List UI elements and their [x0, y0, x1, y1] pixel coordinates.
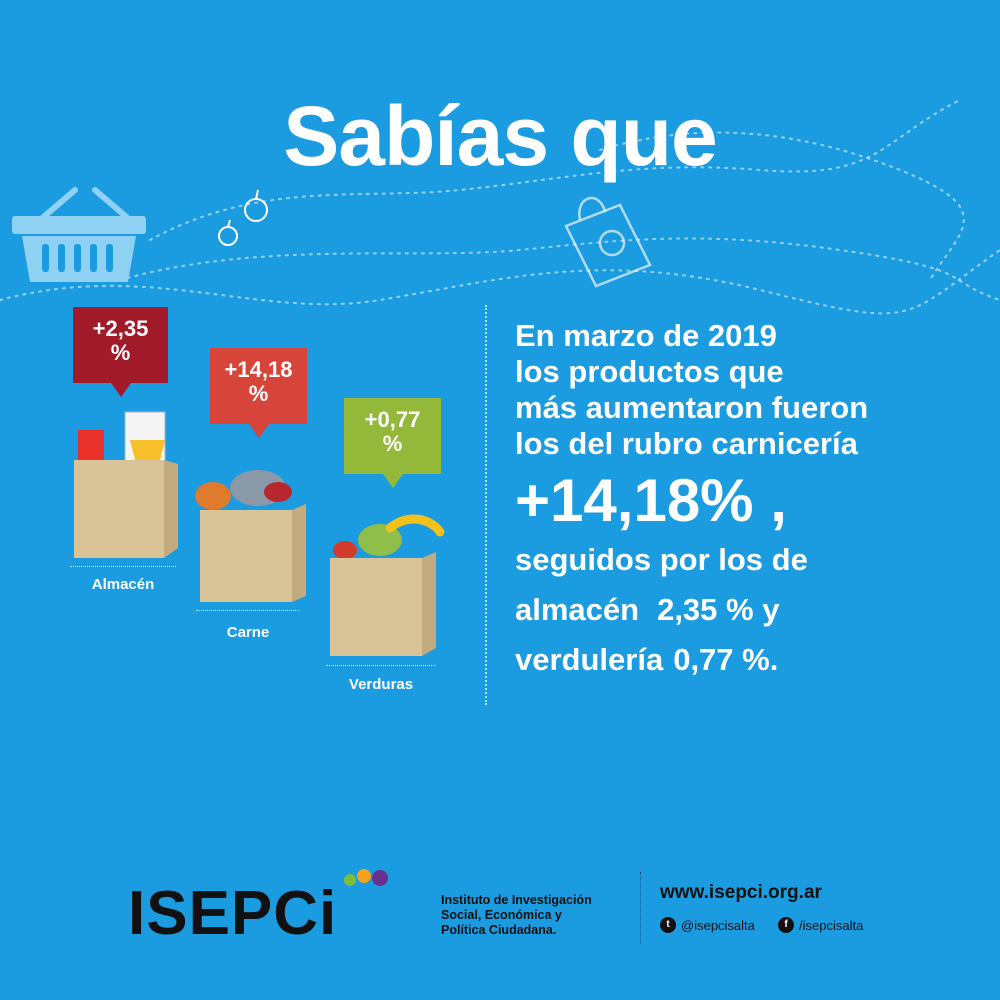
- text-line-7-label: verdulería: [515, 642, 664, 677]
- bag-almacen-line: [70, 566, 176, 567]
- text-line-5: seguidos por los de: [515, 542, 808, 577]
- twitter-link[interactable]: t @isepcisalta: [660, 917, 755, 933]
- facebook-handle: /isepcisalta: [799, 917, 864, 933]
- badge-verduras: +0,77 %: [344, 398, 441, 488]
- institute-name: Instituto de Investigación Social, Econó…: [441, 893, 631, 938]
- bag-almacen: [74, 411, 178, 558]
- highlight-value: +14,18% ,: [515, 467, 787, 534]
- page-title: Sabías que: [283, 89, 718, 183]
- badge-carne: +14,18 %: [210, 348, 307, 438]
- text-line-6: almacén 2,35 % y: [515, 592, 985, 628]
- institute-line-2: Social, Económica y: [441, 908, 562, 922]
- badge-verduras-value: +0,77: [364, 407, 421, 432]
- text-line-2: los productos que: [515, 354, 784, 389]
- twitter-handle: @isepcisalta: [681, 917, 755, 933]
- text-line-7-value: 0,77 %.: [673, 642, 779, 677]
- vertical-divider: [485, 305, 487, 705]
- website-link[interactable]: www.isepci.org.ar: [660, 882, 822, 903]
- facebook-icon: f: [778, 917, 794, 933]
- badge-carne-unit: %: [248, 381, 269, 406]
- apple-icon: [218, 189, 268, 246]
- badge-almacen-value: +2,35: [92, 316, 149, 341]
- text-line-1: En marzo de 2019: [515, 318, 777, 353]
- logo-dots: [344, 869, 388, 886]
- bag-carne-label: Carne: [226, 624, 270, 641]
- text-line-3: más aumentaron fueron: [515, 390, 869, 425]
- facebook-link[interactable]: f /isepcisalta: [778, 917, 863, 933]
- badge-almacen-unit: %: [110, 340, 131, 365]
- text-line-4: los del rubro carnicería: [515, 426, 858, 461]
- bag-verduras-label: Verduras: [348, 676, 414, 693]
- shopping-bag-icon: [564, 196, 652, 288]
- grocery-bags-illustration: [74, 411, 445, 656]
- footer-divider: [640, 872, 641, 944]
- bag-carne: [195, 470, 306, 602]
- main-text-block: En marzo de 2019 los productos que más a…: [515, 318, 985, 678]
- isepci-logo: ISEPCi: [128, 879, 338, 948]
- basket-icon: [12, 187, 146, 282]
- badge-verduras-unit: %: [382, 431, 403, 456]
- bag-almacen-label: Almacén: [91, 576, 155, 593]
- bag-verduras: [330, 514, 445, 656]
- text-line-7: verdulería 0,77 %.: [515, 642, 985, 678]
- badge-carne-value: +14,18: [224, 357, 293, 382]
- bag-carne-line: [196, 610, 300, 611]
- bag-verduras-line: [326, 665, 436, 666]
- text-line-6-value: 2,35 % y: [657, 592, 780, 627]
- badge-almacen: +2,35 %: [73, 307, 168, 397]
- twitter-icon: t: [660, 917, 676, 933]
- institute-line-1: Instituto de Investigación: [441, 893, 592, 907]
- text-line-6-label: almacén: [515, 592, 640, 627]
- institute-line-3: Política Ciudadana.: [441, 923, 557, 937]
